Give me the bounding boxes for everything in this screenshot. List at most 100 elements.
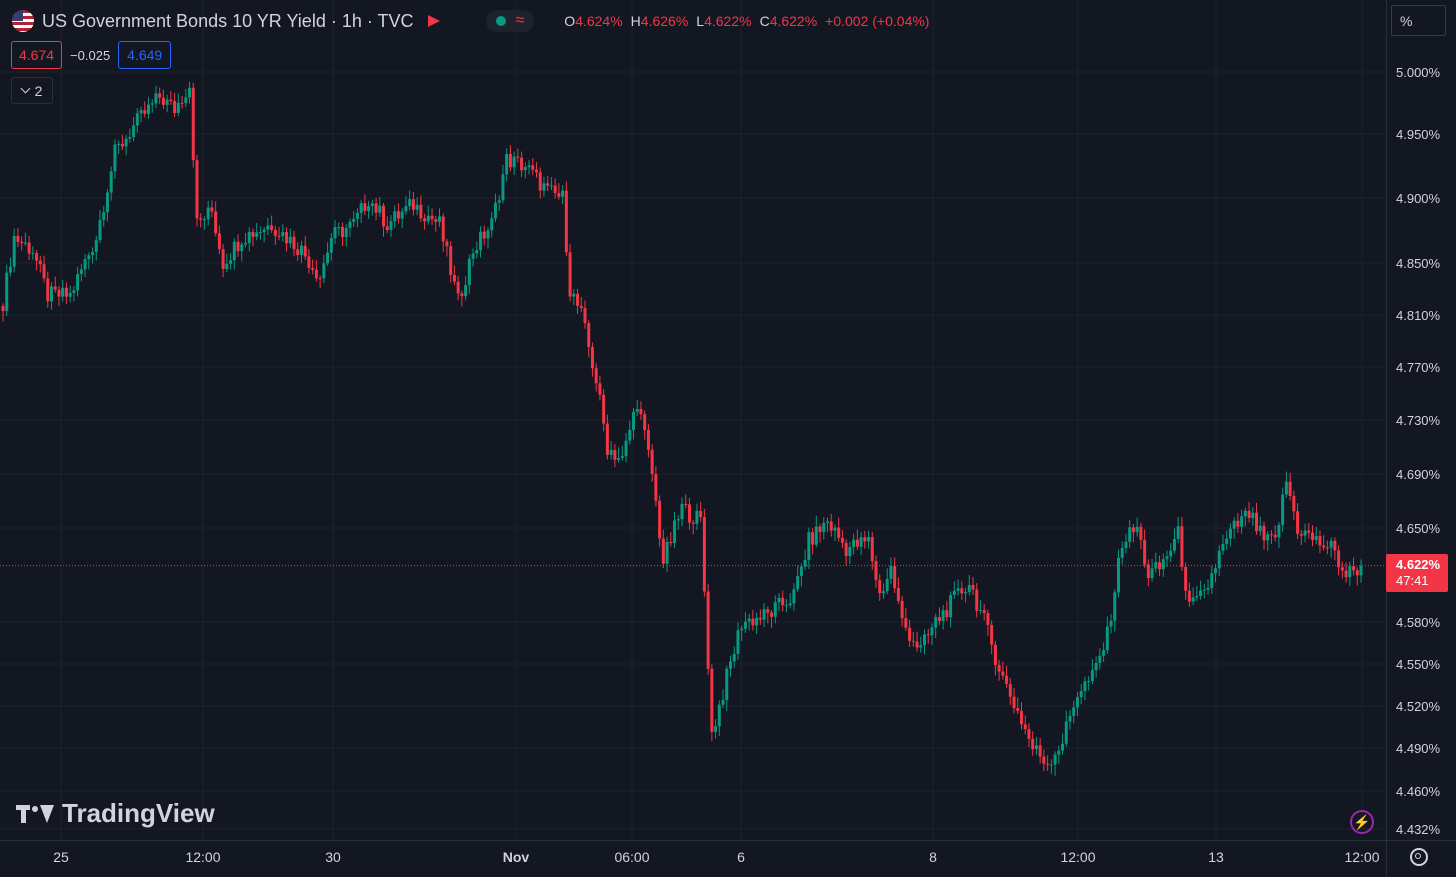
- candle-body: [337, 226, 341, 228]
- candle-body: [1117, 557, 1120, 593]
- ohlc-low-key: L: [696, 13, 705, 29]
- candle-body: [643, 414, 647, 431]
- candle-body: [389, 221, 393, 231]
- candle-body: [602, 394, 606, 424]
- candle-body: [1064, 721, 1068, 744]
- candle-body: [1053, 754, 1057, 765]
- x-tick-label: 12:00: [1060, 849, 1095, 865]
- candle-body: [639, 408, 643, 415]
- lightning-icon[interactable]: ⚡: [1350, 810, 1374, 834]
- candle-body: [202, 219, 206, 221]
- candle-body: [527, 165, 531, 168]
- candle-body: [1318, 536, 1322, 546]
- candle-body: [852, 539, 856, 548]
- candle-body: [956, 588, 960, 591]
- candle-body: [840, 537, 844, 543]
- candle-body: [497, 200, 501, 203]
- candle-body: [628, 430, 632, 441]
- candle-body: [971, 584, 975, 590]
- chevron-down-icon: [20, 83, 31, 94]
- candle-body: [811, 532, 815, 545]
- tradingview-mark-icon: [16, 804, 54, 823]
- candle-body: [1262, 525, 1266, 541]
- candle-body: [967, 584, 971, 593]
- indicators-toggle-button[interactable]: 2: [11, 77, 53, 104]
- candle-body: [262, 229, 266, 233]
- candle-body: [5, 272, 9, 312]
- candle-body: [676, 519, 680, 521]
- candle-body: [661, 538, 665, 564]
- candle-body: [139, 110, 143, 114]
- candle-body: [736, 630, 740, 654]
- candle-body: [1128, 527, 1132, 542]
- candle-body: [781, 597, 785, 606]
- candle-body: [1169, 550, 1173, 557]
- candle-body: [1258, 525, 1262, 532]
- candle-body: [770, 612, 774, 617]
- candle-body: [1329, 540, 1333, 548]
- candle-body: [1143, 539, 1147, 565]
- candle-body: [1034, 745, 1038, 750]
- candle-body: [859, 537, 863, 547]
- candle-body: [333, 227, 337, 239]
- candle-body: [1214, 568, 1217, 574]
- candle-body: [1240, 516, 1244, 527]
- settings-gear-icon[interactable]: [1410, 848, 1428, 866]
- candle-body: [751, 618, 755, 626]
- symbol-title[interactable]: US Government Bonds 10 YR Yield · 1h · T…: [42, 10, 414, 31]
- candle-body: [1340, 567, 1344, 571]
- candle-body: [1228, 528, 1232, 539]
- candle-body: [721, 699, 725, 705]
- candle-body: [870, 537, 874, 562]
- candle-body: [1352, 566, 1356, 571]
- candle-body: [542, 183, 546, 191]
- candle-body: [587, 323, 591, 348]
- candle-body: [378, 205, 382, 213]
- candle-body: [1359, 565, 1363, 576]
- y-tick-label: 4.460%: [1396, 784, 1441, 799]
- candle-body: [430, 215, 434, 220]
- candle-body: [184, 97, 188, 104]
- candle-body: [105, 192, 109, 213]
- market-status-pill[interactable]: ≈: [485, 10, 535, 32]
- unit-selector[interactable]: %: [1391, 5, 1446, 36]
- candle-body: [1314, 536, 1318, 540]
- y-tick-label: 4.810%: [1396, 308, 1441, 323]
- candle-body: [1049, 764, 1053, 766]
- candle-body: [341, 226, 344, 238]
- x-tick-label: 8: [929, 849, 937, 865]
- flag-icon[interactable]: [427, 15, 440, 27]
- candle-body: [359, 203, 363, 213]
- candle-body: [822, 522, 826, 532]
- candle-body: [605, 423, 609, 455]
- buy-price-button[interactable]: 4.649: [118, 41, 172, 69]
- candle-body: [1087, 681, 1091, 683]
- candle-body: [1195, 595, 1199, 598]
- candle-body: [620, 456, 624, 459]
- candle-body: [874, 561, 878, 581]
- candle-body: [326, 252, 330, 264]
- candle-body: [173, 100, 177, 113]
- candle-body: [1046, 763, 1050, 765]
- candle-body: [997, 665, 1001, 672]
- candle-body: [493, 202, 497, 219]
- tradingview-logo[interactable]: TradingView: [16, 798, 215, 829]
- candle-body: [1031, 738, 1035, 750]
- candle-body: [881, 591, 885, 594]
- candle-body: [154, 93, 158, 104]
- candle-body: [367, 206, 371, 211]
- candle-body: [355, 212, 359, 219]
- candle-body: [236, 241, 240, 251]
- sell-price-button[interactable]: 4.674: [11, 41, 63, 69]
- candle-body: [799, 566, 803, 577]
- candle-body: [214, 211, 218, 234]
- candle-body: [180, 102, 184, 104]
- candle-body: [217, 233, 221, 250]
- candle-body: [915, 641, 919, 648]
- candle-body: [788, 603, 792, 606]
- candle-body: [1243, 510, 1247, 517]
- candle-body: [1061, 743, 1065, 751]
- candle-body: [1333, 540, 1337, 551]
- symbol-header[interactable]: US Government Bonds 10 YR Yield · 1h · T…: [12, 8, 929, 34]
